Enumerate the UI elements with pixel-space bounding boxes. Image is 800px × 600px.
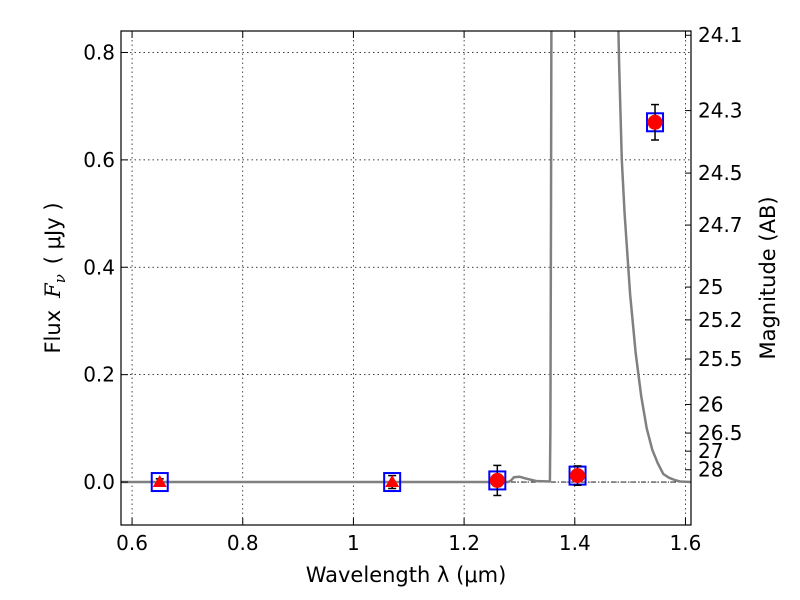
y-axis-label-symbol: F [41, 282, 65, 299]
y2-tick-label: 24.1 [698, 23, 743, 47]
y-tick-label: 0.0 [83, 470, 115, 494]
x-tick-label: 0.8 [227, 531, 259, 555]
y2-tick-label: 25 [698, 275, 723, 299]
y2-tick-label: 24.7 [698, 213, 743, 237]
y-axis-label-subscript: ν [51, 274, 69, 283]
y-axis-label-unit: ( μJy ) [41, 202, 65, 264]
x-tick-label: 0.6 [116, 531, 148, 555]
y2-tick-label: 27 [698, 439, 723, 463]
y-tick-label: 0.6 [83, 148, 115, 172]
x-tick-label: 1 [347, 531, 360, 555]
y2-axis-label: Magnitude (AB) [756, 196, 780, 359]
detection-point [647, 114, 663, 130]
model-photometry-square [383, 472, 402, 493]
upper-limit-point [152, 475, 167, 488]
y-axis-label-prefix: Flux [41, 310, 65, 354]
y2-tick-label: 25.5 [698, 347, 743, 371]
model-photometry-square [150, 472, 169, 493]
y2-tick-label: 28 [698, 458, 723, 482]
grid [121, 31, 691, 525]
y-tick-label: 0.8 [83, 40, 115, 64]
y2-tick-label: 26 [698, 392, 723, 416]
detection-point [489, 472, 505, 488]
x-tick-label: 1.2 [448, 531, 480, 555]
y2-tick-label: 24.5 [698, 161, 743, 185]
y2-tick-label: 26.5 [698, 421, 743, 445]
plot-frame [120, 30, 692, 526]
x-axis-label: Wavelength λ (μm) [306, 563, 507, 587]
model-sed-line [121, 31, 691, 484]
upper-limit-point [385, 475, 400, 488]
y-tick-label: 0.4 [83, 255, 115, 279]
plot-data [121, 31, 691, 497]
y2-tick-label: 24.3 [698, 99, 743, 123]
y2-tick-label: 25.2 [698, 308, 743, 332]
x-tick-label: 1.4 [559, 531, 591, 555]
x-tick-label: 1.6 [670, 531, 702, 555]
y-axis-label: Flux Fν ( μJy ) [41, 202, 69, 353]
y-tick-label: 0.2 [83, 363, 115, 387]
detection-point [570, 468, 586, 484]
axis-ticks: 0.6 0.8 1 1.2 1.4 1.6 0.0 0.2 0.4 0.6 0.8 24.1 24.3 2… [83, 23, 742, 555]
